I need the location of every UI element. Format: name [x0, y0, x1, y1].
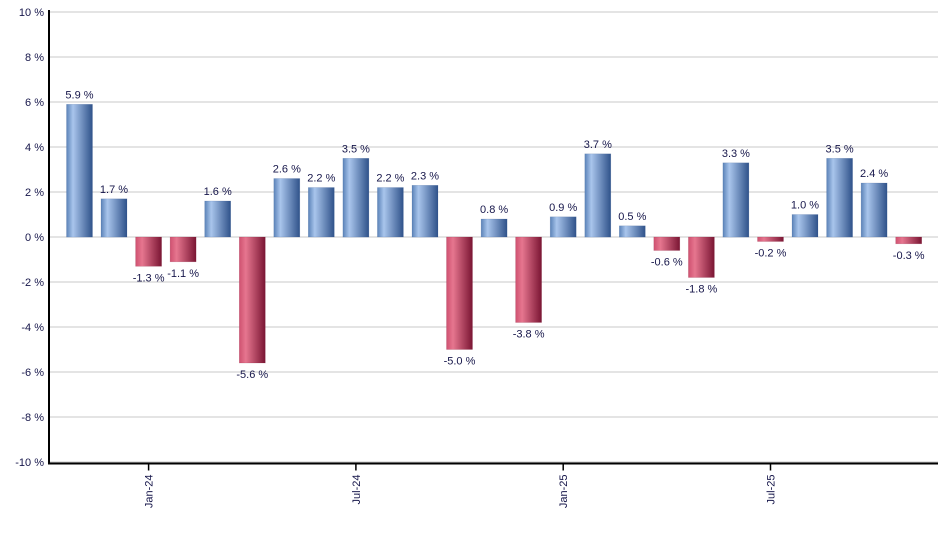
bar: [653, 236, 681, 251]
bar: [688, 236, 715, 278]
bar-value-label: 3.5 %: [826, 143, 854, 155]
bar: [757, 236, 784, 242]
y-tick-label: 8 %: [25, 52, 44, 64]
bar-value-label: 0.9 %: [549, 202, 577, 214]
y-tick-label: -8 %: [21, 412, 44, 424]
bar-value-label: -3.8 %: [513, 329, 545, 341]
bar: [169, 236, 197, 263]
bar: [273, 178, 301, 238]
bar-value-label: 3.3 %: [722, 148, 750, 160]
bar-value-label: 2.2 %: [307, 173, 335, 185]
bar: [100, 198, 128, 238]
bar-value-label: 2.6 %: [273, 164, 301, 176]
bar-value-label: -1.1 %: [167, 268, 199, 280]
bar-value-label: 3.7 %: [584, 139, 612, 151]
bar: [860, 182, 888, 238]
y-tick-label: 0 %: [25, 232, 44, 244]
x-tick-label: Jan-25: [558, 475, 570, 509]
x-tick-label: Jul-25: [766, 475, 778, 505]
bar: [722, 162, 750, 238]
bar-value-label: 2.3 %: [411, 170, 439, 182]
bar: [411, 185, 439, 238]
bar: [204, 200, 231, 238]
x-tick-label: Jan-24: [144, 475, 156, 509]
bar: [515, 236, 542, 323]
bar: [307, 187, 335, 238]
y-tick-label: -2 %: [21, 277, 44, 289]
y-tick-label: 10 %: [19, 7, 44, 19]
axes: Jan-24 Jul-24 Jan-25 Jul-25: [48, 10, 938, 508]
bar: [584, 153, 612, 238]
bar: [66, 104, 93, 238]
bar: [377, 187, 404, 238]
bar-value-label: 1.7 %: [100, 184, 128, 196]
bar: [446, 236, 473, 350]
bar: [239, 236, 266, 364]
bar-value-label: -5.6 %: [236, 369, 268, 381]
bar: [895, 236, 923, 245]
bar-value-label: 2.2 %: [376, 173, 404, 185]
bar-value-label: 1.6 %: [204, 186, 232, 198]
y-tick-label: 6 %: [25, 97, 44, 109]
bar-value-label: -5.0 %: [444, 356, 476, 368]
x-tick-label: Jul-24: [351, 475, 363, 505]
y-tick-label: -4 %: [21, 322, 44, 334]
bar-value-label: 0.8 %: [480, 204, 508, 216]
bar-labels: 5.9 % 1.7 % -1.3 % -1.1 % 1.6 % -5.6 % 2.6 % 2.…: [65, 89, 924, 381]
bar: [549, 216, 577, 238]
y-tick-label: 2 %: [25, 187, 44, 199]
bar-value-label: -0.6 %: [651, 257, 683, 269]
bar-value-label: 3.5 %: [342, 143, 370, 155]
bar: [826, 158, 853, 238]
bar-value-label: -0.2 %: [755, 248, 787, 260]
bar-value-label: -1.8 %: [686, 284, 718, 296]
bar: [342, 158, 370, 238]
y-tick-label: -10 %: [15, 457, 44, 469]
bar-value-label: 5.9 %: [65, 89, 93, 101]
y-tick-label: -6 %: [21, 367, 44, 379]
bar-value-label: 1.0 %: [791, 200, 819, 212]
bar: [791, 214, 819, 238]
bar: [135, 236, 162, 267]
bars: [66, 104, 923, 364]
bar-value-label: 2.4 %: [860, 168, 888, 180]
bar-value-label: -1.3 %: [133, 272, 165, 284]
bar: [480, 218, 508, 238]
y-tick-label: 4 %: [25, 142, 44, 154]
bar-value-label: -0.3 %: [893, 250, 925, 262]
bar-value-label: 0.5 %: [618, 211, 646, 223]
bar: [618, 225, 646, 238]
